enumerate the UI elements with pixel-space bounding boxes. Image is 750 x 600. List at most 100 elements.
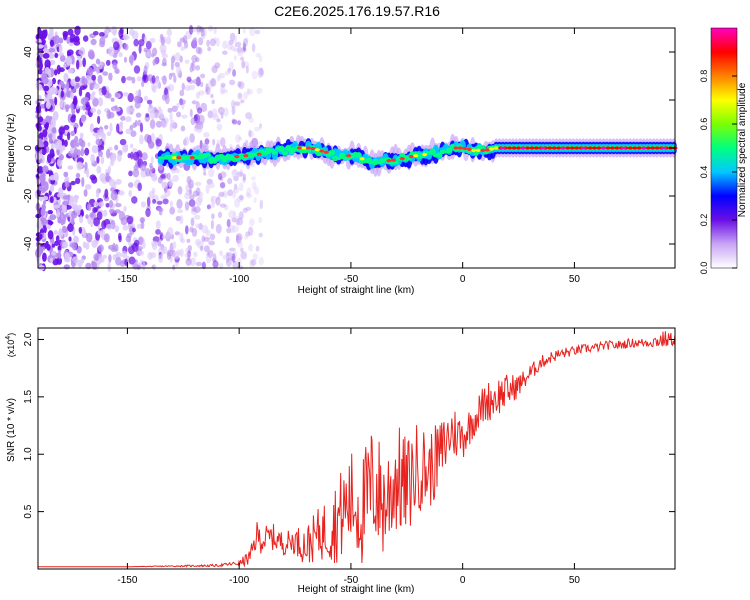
noise-speckle <box>86 168 90 178</box>
noise-speckle <box>135 90 139 96</box>
snr-multiplier-close: ) <box>6 333 16 336</box>
noise-speckle <box>205 83 209 93</box>
noise-speckle <box>193 214 201 220</box>
ridge-core <box>654 146 660 150</box>
noise-speckle <box>36 84 43 91</box>
noise-speckle <box>95 58 101 65</box>
ridge-core <box>399 157 405 161</box>
ridge-core <box>359 157 365 161</box>
noise-speckle <box>51 243 56 248</box>
noise-speckle <box>97 74 103 85</box>
noise-speckle <box>58 187 64 195</box>
noise-speckle <box>161 181 167 188</box>
noise-speckle <box>60 219 64 226</box>
noise-speckle <box>67 165 74 170</box>
noise-speckle <box>85 74 90 80</box>
ridge-blob <box>271 151 279 155</box>
noise-speckle <box>248 130 255 138</box>
noise-speckle <box>210 195 218 204</box>
noise-speckle <box>115 257 122 266</box>
noise-speckle <box>123 43 129 51</box>
noise-speckle <box>108 72 113 81</box>
noise-speckle <box>78 226 82 234</box>
noise-speckle <box>237 81 242 88</box>
noise-speckle <box>37 44 44 49</box>
noise-speckle <box>143 36 147 43</box>
noise-speckle <box>123 205 127 212</box>
noise-speckle <box>48 135 53 144</box>
noise-speckle <box>218 72 225 79</box>
noise-speckle <box>148 141 155 149</box>
noise-speckle <box>188 199 196 207</box>
noise-speckle <box>210 202 215 208</box>
colorbar-tick-label: 0.2 <box>699 214 709 227</box>
ridge-core <box>390 158 396 162</box>
noise-speckle <box>259 199 264 210</box>
noise-speckle <box>89 212 94 218</box>
noise-speckle <box>54 52 59 59</box>
noise-speckle <box>82 104 87 111</box>
noise-speckle <box>149 162 153 169</box>
ridge-blob <box>241 157 248 161</box>
noise-speckle <box>181 82 185 91</box>
ridge-blob <box>278 145 285 153</box>
ridge-core <box>525 146 530 150</box>
noise-speckle <box>248 244 254 252</box>
noise-speckle <box>79 215 84 224</box>
noise-speckle <box>234 198 240 208</box>
noise-speckle <box>157 207 164 213</box>
x-tick-label: 0 <box>460 575 466 586</box>
noise-speckle <box>62 200 69 206</box>
noise-speckle <box>242 173 246 182</box>
noise-speckle <box>62 195 70 200</box>
noise-speckle <box>149 37 156 44</box>
noise-speckle <box>203 245 210 253</box>
noise-speckle <box>246 88 250 96</box>
noise-speckle <box>214 37 218 44</box>
ridge-blob <box>204 153 212 157</box>
ridge-peak <box>660 146 667 150</box>
noise-speckle <box>247 88 254 95</box>
ridge-core <box>516 146 521 150</box>
noise-speckle <box>169 200 173 208</box>
noise-speckle <box>120 217 128 226</box>
noise-speckle <box>50 118 56 128</box>
ridge-core <box>551 146 557 150</box>
noise-speckle <box>74 25 81 36</box>
colorbar-ticks: 0.0 0.2 0.4 0.6 0.8 <box>699 70 737 274</box>
noise-speckle <box>125 128 132 135</box>
ridge-peak <box>640 146 647 150</box>
noise-speckle <box>133 164 139 171</box>
noise-speckle <box>49 196 54 204</box>
noise-speckle <box>51 152 55 158</box>
noise-speckle <box>157 176 163 184</box>
noise-speckle <box>86 203 92 211</box>
noise-speckle <box>144 133 151 143</box>
noise-speckle <box>97 230 104 235</box>
noise-speckle <box>84 184 92 190</box>
ridge-core <box>609 146 615 150</box>
noise-speckle <box>256 87 263 94</box>
noise-speckle <box>167 84 175 92</box>
noise-speckle <box>94 256 99 261</box>
noise-speckle <box>47 220 54 225</box>
ridge-core <box>471 148 477 152</box>
noise-speckle <box>152 263 156 271</box>
noise-speckle <box>95 67 100 75</box>
noise-speckle <box>140 218 144 224</box>
noise-speckle <box>106 148 111 159</box>
colorbar-label: Normalized spectral amplitude <box>737 82 748 217</box>
ridge-blob <box>338 152 346 159</box>
noise-speckle <box>73 194 79 204</box>
noise-speckle <box>108 200 114 208</box>
ridge-peak <box>499 146 506 150</box>
noise-speckle <box>195 223 201 229</box>
ridge-peak <box>600 146 607 150</box>
ridge-core <box>650 146 656 150</box>
noise-speckle <box>237 92 243 100</box>
noise-speckle <box>86 67 94 76</box>
noise-speckle <box>90 93 95 101</box>
noise-speckle <box>152 85 157 93</box>
y-tick-label: -40 <box>23 236 34 251</box>
noise-speckle <box>150 156 154 164</box>
